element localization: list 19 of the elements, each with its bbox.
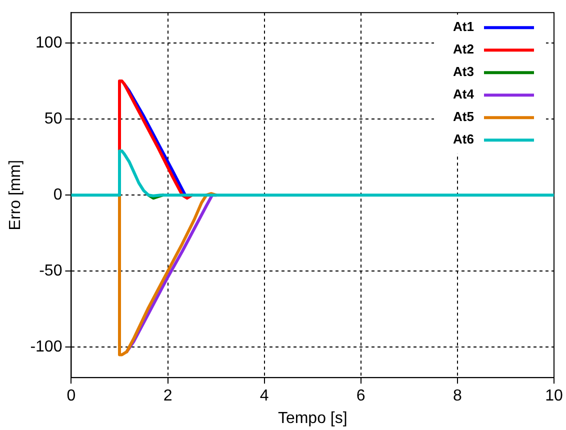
- y-tick-label: -50: [39, 262, 62, 280]
- y-tick-label: 0: [53, 186, 62, 204]
- legend-label: At5: [453, 109, 474, 124]
- legend-label: At3: [453, 64, 474, 80]
- y-axis-title: Erro [mm]: [7, 160, 24, 230]
- x-tick-label: 8: [452, 388, 462, 405]
- x-tick-label: 6: [356, 388, 366, 405]
- y-tick-label: -100: [30, 338, 62, 356]
- y-tick-label: 100: [36, 34, 62, 52]
- legend-label: At6: [453, 132, 474, 147]
- legend-label: At1: [453, 19, 474, 34]
- y-tick-label: 50: [44, 110, 62, 128]
- x-tick-label: 10: [545, 388, 563, 405]
- legend-label: At2: [453, 42, 474, 57]
- legend-label: At4: [453, 86, 475, 102]
- x-tick-label: 4: [260, 388, 269, 405]
- x-tick-label: 0: [66, 388, 76, 405]
- x-tick-label: 2: [163, 388, 172, 405]
- x-axis-title: Tempo [s]: [278, 410, 348, 427]
